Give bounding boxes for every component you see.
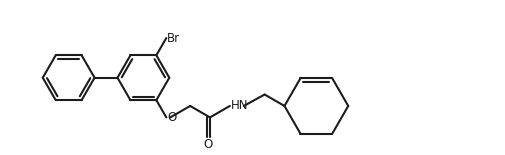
- Text: Br: Br: [167, 31, 180, 44]
- Text: O: O: [167, 111, 176, 124]
- Text: HN: HN: [230, 100, 248, 113]
- Text: O: O: [203, 138, 213, 151]
